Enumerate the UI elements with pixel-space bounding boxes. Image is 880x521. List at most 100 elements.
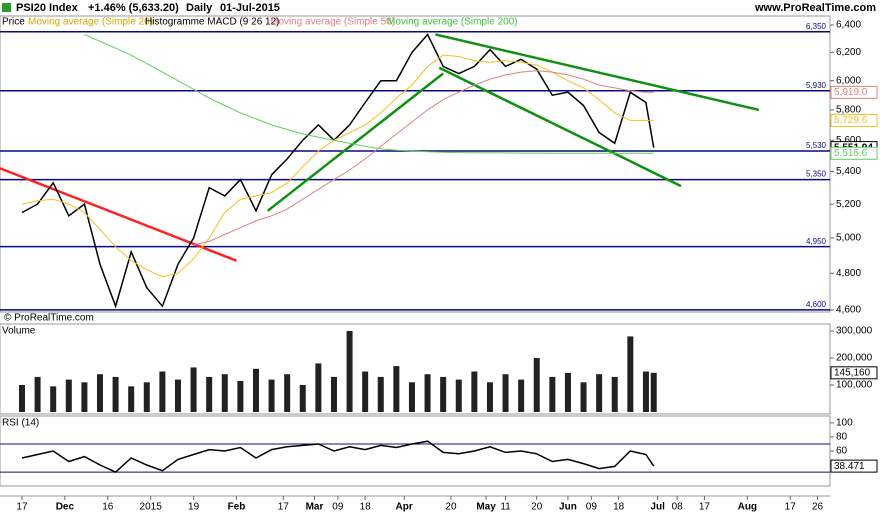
bar <box>518 379 525 412</box>
y-tick-label: 6,000 <box>836 75 861 86</box>
bar <box>440 376 447 412</box>
bar <box>221 374 228 412</box>
x-tick-label: 20 <box>445 502 457 513</box>
bar <box>650 372 657 412</box>
change: +1.46% (5,633.20) <box>88 2 179 14</box>
bar <box>596 374 603 412</box>
indicator: Moving average (Simple 50) <box>270 17 395 28</box>
y-tick-label: 5,000 <box>836 233 861 244</box>
panel-title: Volume <box>2 326 36 337</box>
trend-line <box>0 167 237 262</box>
x-tick-label: Jul <box>650 502 665 513</box>
bar <box>580 382 587 412</box>
y-tick-label: 4,800 <box>836 268 861 279</box>
y-tick-label: 100,000 <box>836 380 873 391</box>
x-tick-label: 09 <box>586 502 598 513</box>
series-line <box>193 70 654 246</box>
x-tick-label: 11 <box>500 502 511 513</box>
x-tick-label: 09 <box>332 502 344 513</box>
last-value-label: 5,729.6 <box>834 115 868 126</box>
last-value-label: 5,515.6 <box>834 148 868 159</box>
y-tick-label: 5,800 <box>836 105 861 116</box>
x-tick-label: 17 <box>278 502 290 513</box>
x-tick-label: Dec <box>56 502 75 513</box>
level-label: 4,950 <box>806 237 827 246</box>
bar <box>112 376 119 412</box>
value-box <box>830 113 878 127</box>
volume-frame <box>0 323 831 415</box>
copyright: © ProRealTime.com <box>4 313 94 324</box>
bar <box>627 336 634 412</box>
value-box <box>830 146 878 160</box>
level-label: 4,600 <box>806 300 827 309</box>
y-tick-label: 60 <box>836 446 848 457</box>
bar <box>252 368 259 412</box>
trend-line <box>435 33 760 112</box>
bar <box>362 371 369 412</box>
level-label: 5,350 <box>806 170 827 179</box>
bar <box>50 386 57 412</box>
y-tick-label: 300,000 <box>836 326 873 337</box>
x-tick-label: Apr <box>396 502 413 513</box>
x-tick-label: 18 <box>360 502 372 513</box>
bar <box>159 371 166 412</box>
level-label: 5,530 <box>806 141 827 150</box>
last-value-label: 145,160 <box>834 367 871 378</box>
title: PSI20 Index <box>16 2 79 14</box>
x-tick-label: 20 <box>531 502 543 513</box>
bar <box>174 379 181 412</box>
bar <box>471 371 478 412</box>
bar <box>315 363 322 412</box>
series-line <box>21 54 654 278</box>
x-tick-label: 16 <box>102 502 114 513</box>
x-tick-label: Aug <box>738 502 757 513</box>
series-line <box>21 440 655 473</box>
y-tick-label: 100 <box>836 418 853 429</box>
bar <box>564 372 571 412</box>
indicator: Moving average (Simple 20) <box>28 17 153 28</box>
bar <box>18 385 25 412</box>
x-tick-label: 17 <box>785 502 797 513</box>
value-box <box>830 366 878 380</box>
trend-line <box>266 72 444 212</box>
price-frame <box>0 15 831 313</box>
last-value-label: 38.471 <box>834 461 865 472</box>
bar <box>393 366 400 412</box>
bar <box>143 382 150 412</box>
site: www.ProRealTime.com <box>754 2 876 14</box>
period: Daily <box>186 2 213 14</box>
bar <box>549 376 556 412</box>
x-tick-label: 2015 <box>140 502 163 513</box>
bar <box>81 382 88 412</box>
x-tick-label: May <box>476 502 496 513</box>
bar <box>455 379 462 412</box>
indicator: Histogramme MACD (9 26 12) <box>145 17 279 28</box>
bar <box>268 379 275 412</box>
date: 01-Jul-2015 <box>220 2 280 14</box>
bar <box>486 382 493 412</box>
bar <box>533 358 540 412</box>
bar <box>190 367 197 412</box>
x-tick-label: 08 <box>672 502 684 513</box>
series-line <box>21 33 655 309</box>
bar <box>346 331 353 412</box>
x-tick-label: Mar <box>306 502 324 513</box>
bar <box>330 376 337 412</box>
bar <box>299 385 306 412</box>
level-label: 5,930 <box>806 81 827 90</box>
indicator: Moving average (Simple 200) <box>387 17 518 28</box>
panel-title: RSI (14) <box>2 418 39 429</box>
bar <box>408 382 415 412</box>
bar <box>206 376 213 412</box>
x-tick-label: Jun <box>559 502 577 513</box>
y-tick-label: 5,600 <box>836 135 861 146</box>
y-tick-label: 5,400 <box>836 166 861 177</box>
bar <box>128 386 135 412</box>
y-tick-label: 6,400 <box>836 20 861 31</box>
bar <box>611 376 618 412</box>
y-tick-label: 5,200 <box>836 199 861 210</box>
bar <box>377 376 384 412</box>
y-tick-label: 6,200 <box>836 47 861 58</box>
